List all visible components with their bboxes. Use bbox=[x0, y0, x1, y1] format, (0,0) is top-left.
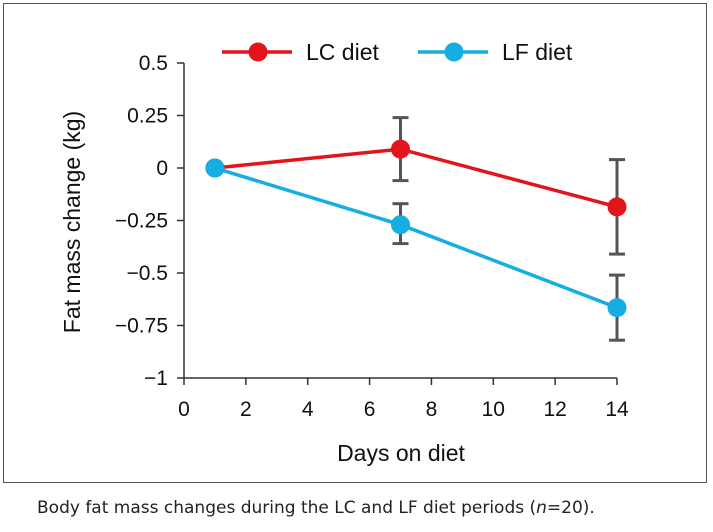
x-tick-label: 6 bbox=[364, 398, 376, 421]
caption-rest: =20). bbox=[546, 498, 595, 518]
legend-label-1: LF diet bbox=[502, 39, 573, 65]
figure-caption: Body fat mass changes during the LC and … bbox=[37, 498, 595, 518]
x-tick-label: 10 bbox=[482, 398, 505, 421]
x-tick-label: 8 bbox=[426, 398, 438, 421]
y-axis-label: Fat mass change (kg) bbox=[59, 111, 85, 333]
y-tick-label: −1 bbox=[144, 367, 168, 390]
y-tick-label: −0.25 bbox=[115, 210, 168, 233]
x-tick-label: 12 bbox=[543, 398, 566, 421]
x-axis-label: Days on diet bbox=[337, 440, 465, 466]
data-point bbox=[607, 197, 627, 217]
y-tick-label: −0.75 bbox=[115, 315, 168, 338]
series-line-1 bbox=[214, 166, 618, 310]
x-tick-label: 14 bbox=[605, 398, 629, 421]
data-point bbox=[205, 158, 225, 178]
legend-marker-0 bbox=[248, 42, 268, 62]
data-point bbox=[391, 215, 410, 235]
data-point bbox=[391, 139, 410, 159]
y-tick-label: 0.25 bbox=[127, 105, 168, 128]
figure-frame bbox=[3, 3, 707, 483]
chart: 0.5 0.25 0 −0.25 −0.5 −0.75 −1 0 2 4 6 8 10 12 14 LC d… bbox=[59, 39, 629, 466]
legend-marker-1 bbox=[444, 42, 464, 62]
legend-label-0: LC diet bbox=[306, 39, 379, 65]
series-line-0 bbox=[214, 147, 618, 209]
x-tick-label: 2 bbox=[240, 398, 252, 421]
y-tick-label: 0 bbox=[156, 157, 168, 180]
y-tick-label: −0.5 bbox=[127, 262, 168, 285]
data-point bbox=[607, 298, 627, 318]
x-tick-label: 4 bbox=[302, 398, 314, 421]
caption-n: n bbox=[536, 498, 547, 518]
caption-text: Body fat mass changes during the LC and … bbox=[37, 498, 537, 518]
x-tick-label: 0 bbox=[178, 398, 190, 421]
y-tick-label: 0.5 bbox=[139, 52, 168, 75]
